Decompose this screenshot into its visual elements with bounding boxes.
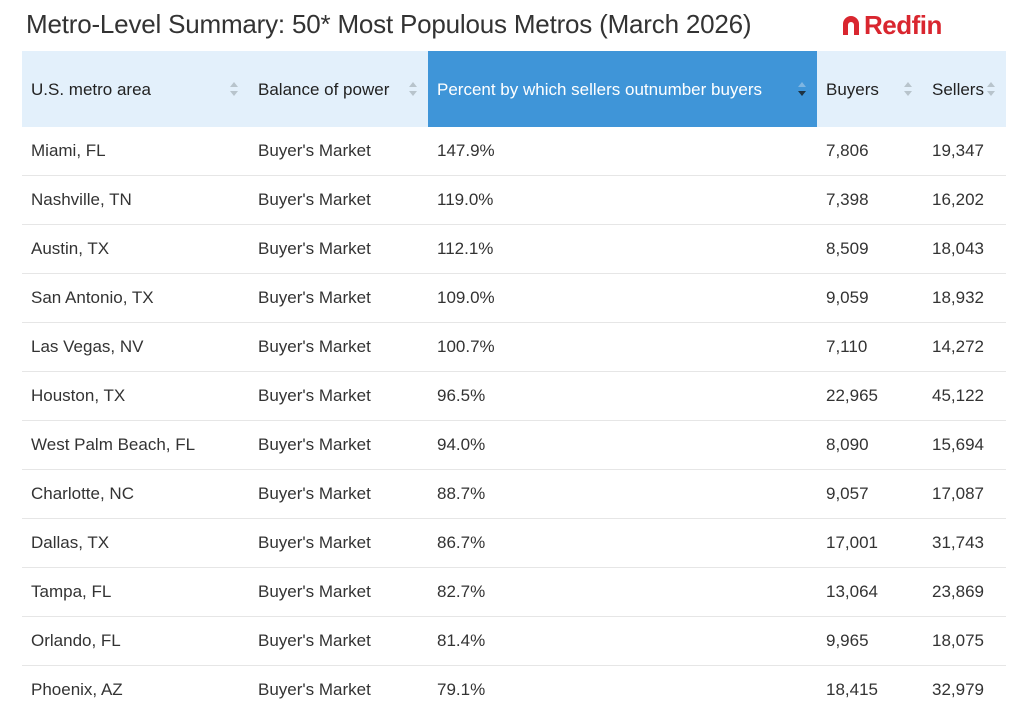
percent-cell: 79.1% [437, 680, 486, 699]
sellers-cell: 16,202 [923, 175, 1006, 225]
sellers-cell: 18,043 [923, 224, 1006, 274]
metro-cell: West Palm Beach, FL [22, 420, 249, 470]
sort-both-icon[interactable] [408, 80, 418, 98]
column-header-percent-sellers-outnumber[interactable]: Percent by which sellers outnumber buyer… [428, 51, 817, 127]
sellers-cell: 18,075 [923, 616, 1006, 666]
table-row: Charlotte, NC Buyer's Market 88.7% 9,057 17,… [22, 469, 1006, 519]
percent-cell: 96.5% [428, 371, 817, 421]
percent-cell: 112.1% [428, 224, 817, 274]
balance-cell: Buyer's Market [249, 371, 428, 421]
metro-cell: Tampa, FL [22, 567, 249, 617]
sort-both-icon[interactable] [903, 80, 913, 98]
table-row: Tampa, FL Buyer's Market 82.7% 13,064 23,869 [22, 567, 1006, 617]
column-header-metro-area[interactable]: U.S. metro area [22, 51, 249, 127]
page-title: Metro-Level Summary: 50* Most Populous M… [26, 9, 752, 39]
percent-cell: 109.0% [428, 273, 817, 323]
sellers-cell: 14,272 [923, 322, 1006, 372]
table-row: Phoenix, AZ Buyer's Market 79.1% 18,415 32,9… [22, 666, 1006, 715]
table-row: Austin, TX Buyer's Market 112.1% 8,509 18,04… [22, 224, 1006, 274]
balance-cell: Buyer's Market [249, 469, 428, 519]
sellers-cell: 17,087 [923, 469, 1006, 519]
metro-summary-table-container: U.S. metro area Balance of power Percent b… [22, 51, 1006, 714]
percent-cell: 86.7% [428, 518, 817, 568]
buyers-cell: 17,001 [817, 518, 923, 568]
metro-cell: Miami, FL [22, 127, 249, 176]
balance-cell: Buyer's Market [249, 616, 428, 666]
buyers-cell: 22,965 [817, 371, 923, 421]
table-row: Houston, TX Buyer's Market 96.5% 22,965 45,1… [22, 371, 1006, 421]
percent-cell: 100.7% [428, 322, 817, 372]
sellers-cell: 15,694 [923, 420, 1006, 470]
buyers-cell: 8,509 [817, 224, 923, 274]
percent-cell: 81.4% [428, 616, 817, 666]
sort-both-icon[interactable] [229, 80, 239, 98]
column-header-buyers[interactable]: Buyers [817, 51, 923, 127]
percent-cell: 88.7% [428, 469, 817, 519]
metro-cell: Dallas, TX [22, 518, 249, 568]
buyers-cell: 9,965 [817, 616, 923, 666]
buyers-cell: 18,415 [826, 680, 878, 699]
percent-cell: 147.9% [428, 127, 817, 176]
column-header-label: Sellers [932, 79, 984, 99]
percent-cell: 82.7% [428, 567, 817, 617]
metro-cell: Charlotte, NC [22, 469, 249, 519]
metro-cell: San Antonio, TX [22, 273, 249, 323]
percent-cell: 94.0% [428, 420, 817, 470]
table-row: Dallas, TX Buyer's Market 86.7% 17,001 31,74… [22, 518, 1006, 568]
buyers-cell: 7,398 [817, 175, 923, 225]
metro-cell: Las Vegas, NV [22, 322, 249, 372]
column-header-label: Percent by which sellers outnumber buyer… [437, 79, 763, 99]
table-row: Orlando, FL Buyer's Market 81.4% 9,965 18,07… [22, 616, 1006, 666]
sellers-cell: 45,122 [923, 371, 1006, 421]
metro-cell: Orlando, FL [22, 616, 249, 666]
balance-cell: Buyer's Market [249, 420, 428, 470]
metro-cell: Nashville, TN [22, 175, 249, 225]
table-row: San Antonio, TX Buyer's Market 109.0% 9,059… [22, 273, 1006, 323]
balance-cell: Buyer's Market [249, 567, 428, 617]
metro-cell: Houston, TX [22, 371, 249, 421]
sellers-cell: 23,869 [923, 567, 1006, 617]
balance-cell: Buyer's Market [249, 127, 428, 176]
table-row: Nashville, TN Buyer's Market 119.0% 7,398 16… [22, 175, 1006, 225]
brand-logo: Redfin [840, 9, 942, 41]
table-row: West Palm Beach, FL Buyer's Market 94.0% 8,… [22, 420, 1006, 470]
balance-cell: Buyer's Market [249, 224, 428, 274]
sellers-cell: 19,347 [923, 127, 1006, 176]
column-header-label: Buyers [826, 79, 879, 99]
table-header-row: U.S. metro area Balance of power Percent b… [22, 51, 1006, 127]
buyers-cell: 8,090 [817, 420, 923, 470]
table-row: Miami, FL Buyer's Market 147.9% 7,806 19,347 [22, 127, 1006, 176]
column-header-label: U.S. metro area [31, 79, 151, 99]
buyers-cell: 13,064 [817, 567, 923, 617]
sellers-cell: 32,979 [932, 680, 984, 699]
sellers-cell: 18,932 [923, 273, 1006, 323]
buyers-cell: 9,057 [817, 469, 923, 519]
redfin-logo-icon [843, 16, 859, 35]
sort-descending-icon[interactable] [797, 80, 807, 98]
buyers-cell: 7,806 [817, 127, 923, 176]
sort-both-icon[interactable] [986, 80, 996, 98]
balance-cell: Buyer's Market [258, 680, 371, 699]
sellers-cell: 31,743 [923, 518, 1006, 568]
balance-cell: Buyer's Market [249, 518, 428, 568]
brand-name: Redfin [864, 9, 942, 40]
balance-cell: Buyer's Market [249, 322, 428, 372]
table-header: U.S. metro area Balance of power Percent b… [22, 51, 1006, 127]
buyers-cell: 7,110 [817, 322, 923, 372]
balance-cell: Buyer's Market [249, 273, 428, 323]
column-header-label: Balance of power [258, 79, 390, 99]
table-row: Las Vegas, NV Buyer's Market 100.7% 7,110 14… [22, 322, 1006, 372]
column-header-sellers[interactable]: Sellers [923, 51, 1006, 127]
percent-cell: 119.0% [428, 175, 817, 225]
metro-cell: Austin, TX [22, 224, 249, 274]
table-body: Miami, FL Buyer's Market 147.9% 7,806 19,347… [22, 127, 1006, 714]
buyers-cell: 9,059 [817, 273, 923, 323]
metro-summary-table: U.S. metro area Balance of power Percent b… [22, 51, 1006, 714]
balance-cell: Buyer's Market [249, 175, 428, 225]
column-header-balance-of-power[interactable]: Balance of power [249, 51, 428, 127]
metro-cell: Phoenix, AZ [31, 680, 123, 699]
